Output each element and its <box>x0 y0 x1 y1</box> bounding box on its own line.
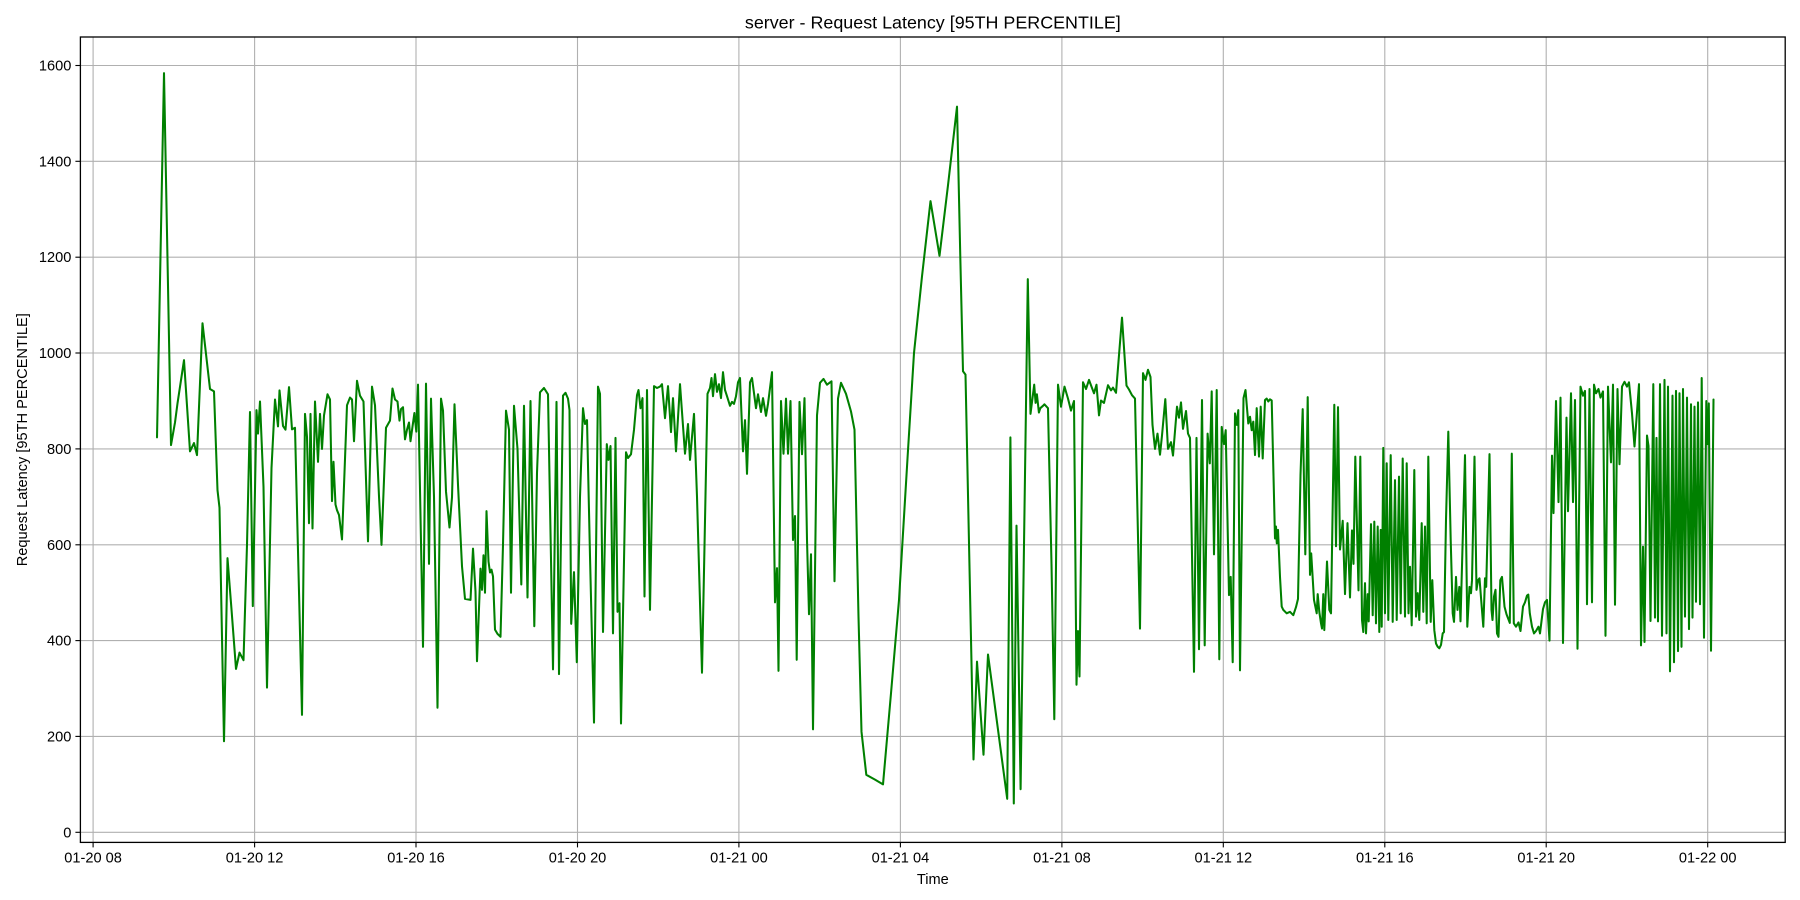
svg-text:Time: Time <box>917 872 949 888</box>
svg-text:400: 400 <box>47 634 71 650</box>
svg-text:0: 0 <box>63 825 71 841</box>
svg-text:600: 600 <box>47 538 71 554</box>
svg-text:1000: 1000 <box>39 346 71 362</box>
svg-text:01-20 12: 01-20 12 <box>226 851 284 867</box>
svg-text:Request Latency [95TH PERCENTI: Request Latency [95TH PERCENTILE] <box>15 313 31 566</box>
svg-text:1600: 1600 <box>39 59 71 75</box>
svg-text:200: 200 <box>47 729 71 745</box>
svg-text:1400: 1400 <box>39 154 71 170</box>
svg-text:1200: 1200 <box>39 250 71 266</box>
svg-text:01-20 16: 01-20 16 <box>387 851 445 867</box>
svg-text:800: 800 <box>47 442 71 458</box>
svg-text:01-20 20: 01-20 20 <box>549 851 607 867</box>
svg-text:01-21 20: 01-21 20 <box>1517 851 1575 867</box>
svg-text:01-22 00: 01-22 00 <box>1679 851 1737 867</box>
svg-text:01-21 04: 01-21 04 <box>872 851 930 867</box>
svg-text:01-21 12: 01-21 12 <box>1194 851 1252 867</box>
svg-text:01-21 00: 01-21 00 <box>710 851 768 867</box>
svg-text:01-21 16: 01-21 16 <box>1356 851 1414 867</box>
svg-text:01-20 08: 01-20 08 <box>64 851 122 867</box>
svg-text:server - Request Latency [95TH: server - Request Latency [95TH PERCENTIL… <box>745 13 1121 33</box>
svg-text:01-21 08: 01-21 08 <box>1033 851 1091 867</box>
